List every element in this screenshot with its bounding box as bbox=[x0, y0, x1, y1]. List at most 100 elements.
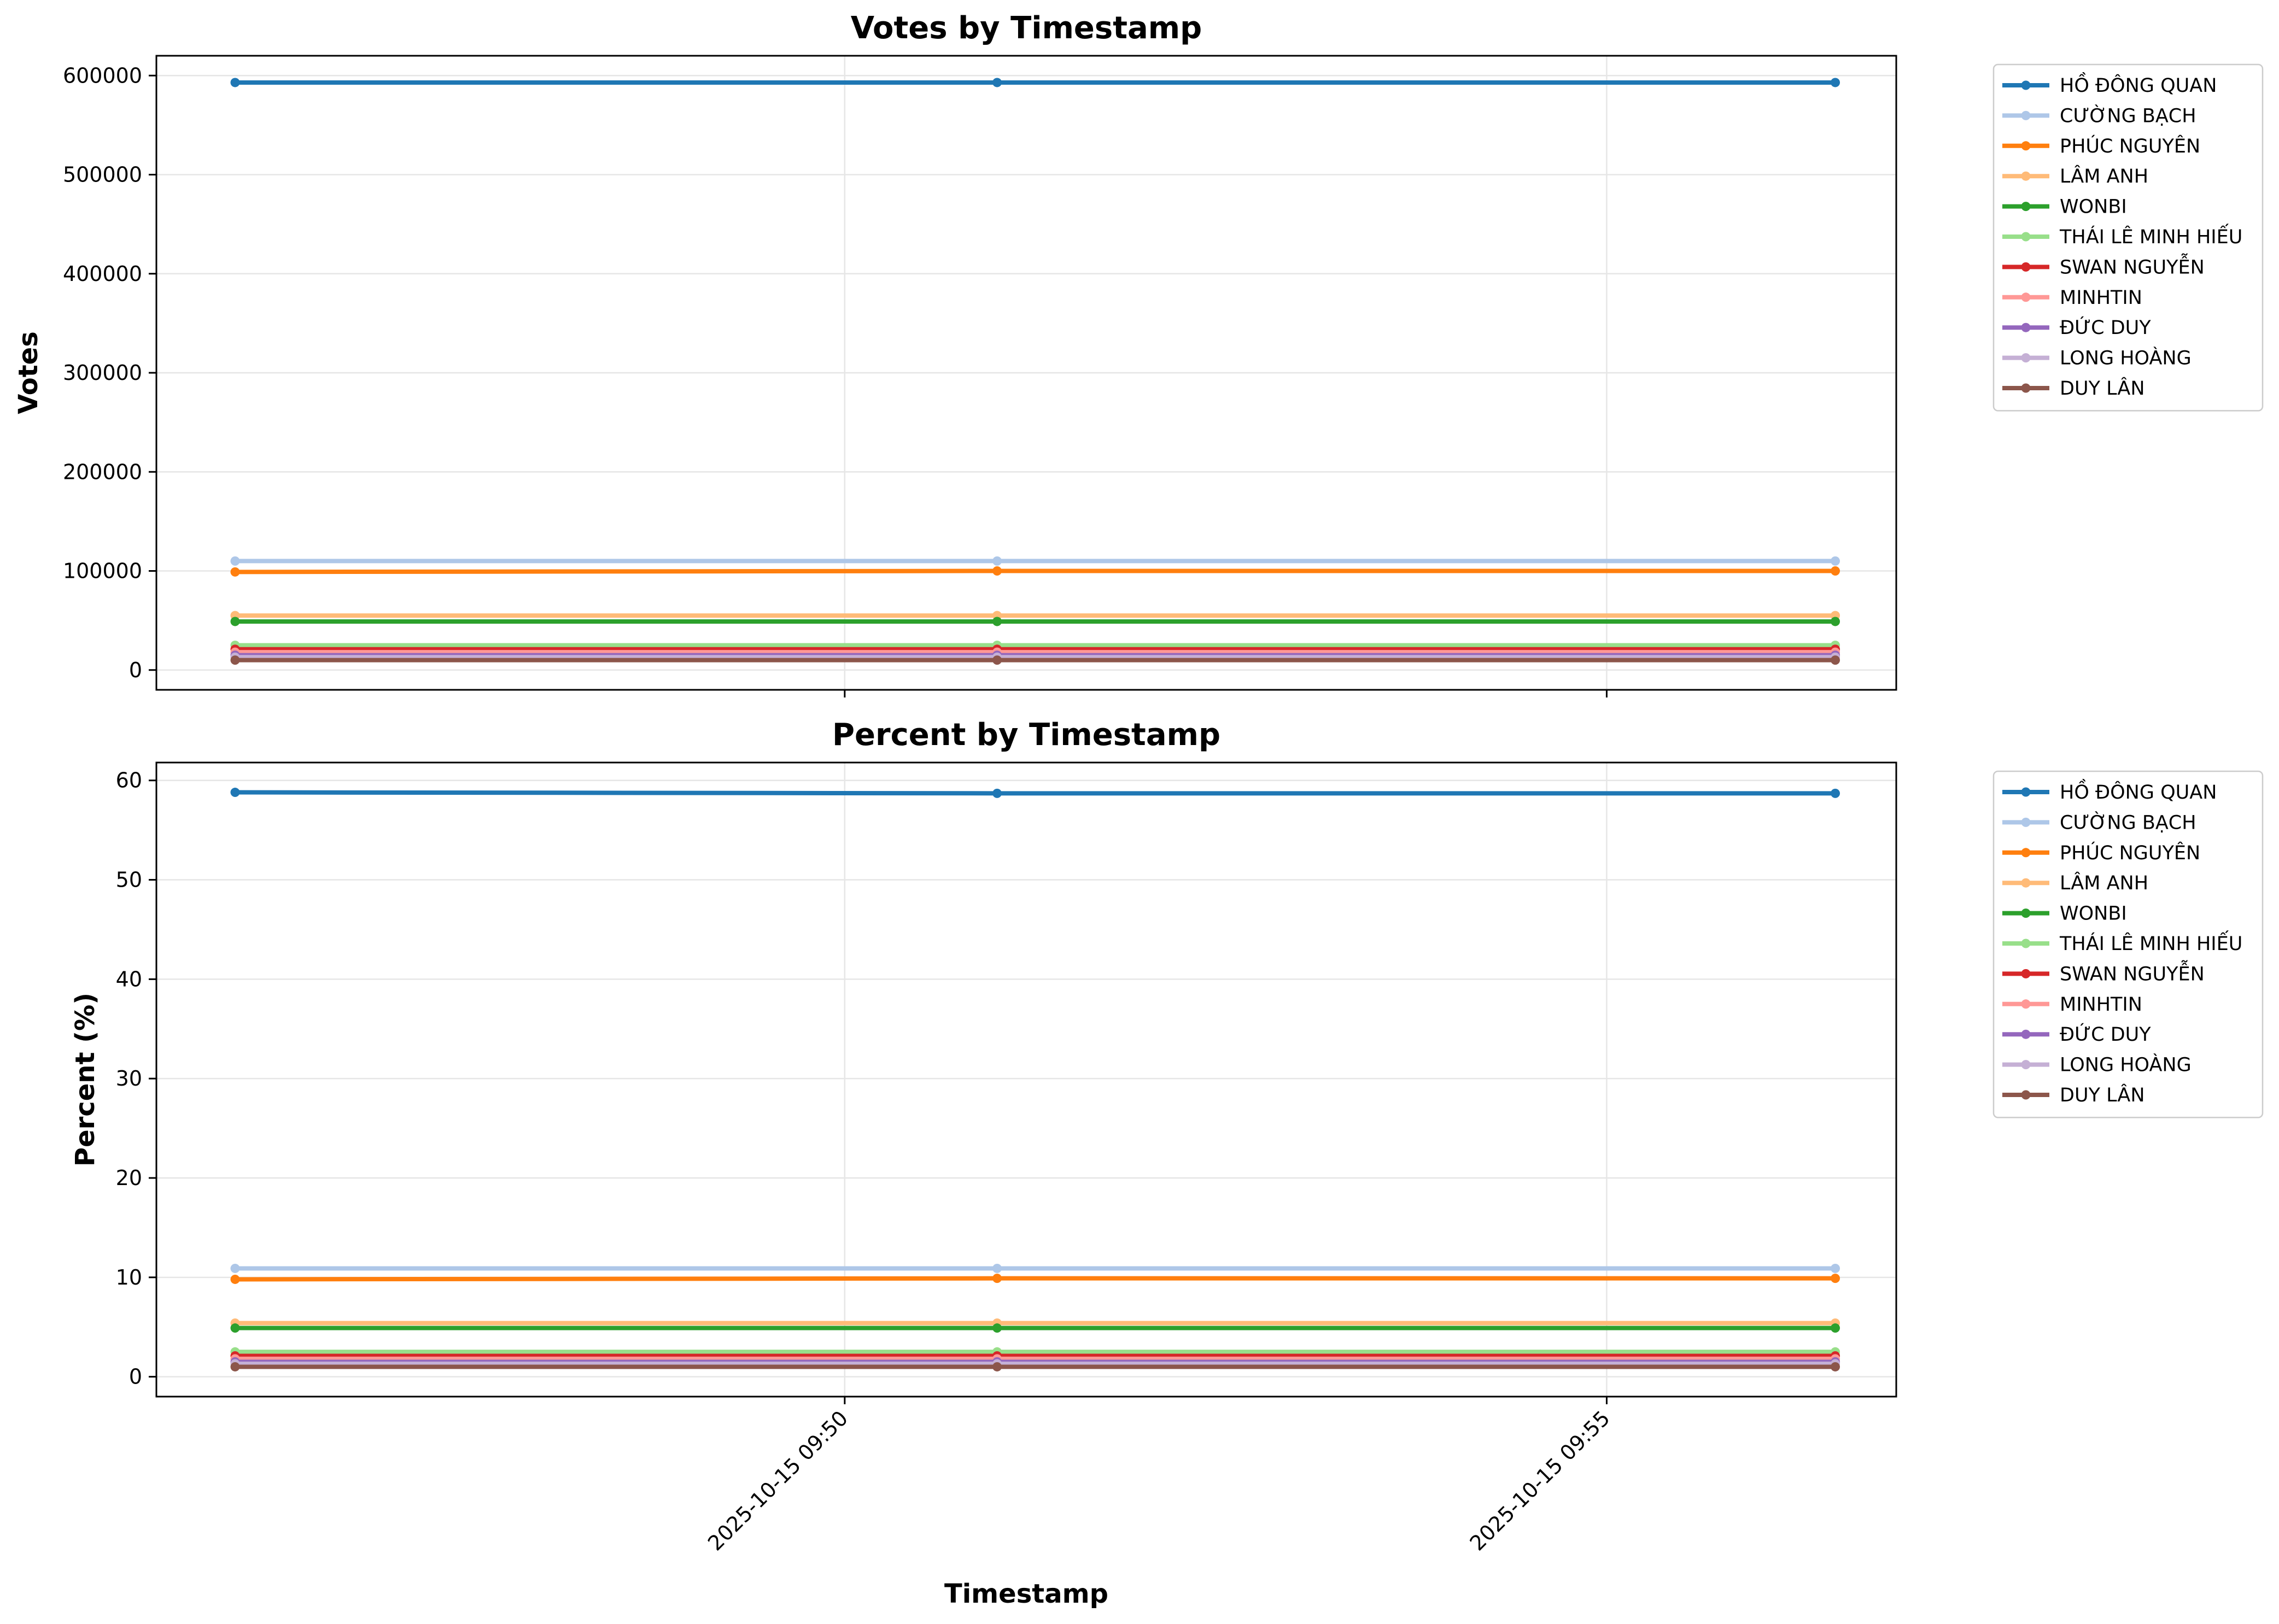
legend-entry: SWAN NGUYỄN bbox=[2060, 253, 2205, 278]
legend-marker bbox=[2021, 817, 2031, 827]
y-tick-label: 100000 bbox=[63, 559, 142, 583]
legend-marker bbox=[2021, 787, 2031, 797]
y-tick-label: 500000 bbox=[63, 163, 142, 187]
legend-entry: LONG HOÀNG bbox=[2060, 1053, 2192, 1076]
legend-marker bbox=[2021, 878, 2031, 888]
series-line-3 bbox=[235, 568, 1836, 574]
y-tick-label: 60 bbox=[116, 769, 142, 793]
legend-entry: WONBI bbox=[2060, 903, 2127, 925]
data-point bbox=[230, 78, 240, 87]
legend-marker bbox=[2021, 232, 2031, 242]
legend-entry: MINHTIN bbox=[2060, 994, 2142, 1016]
data-point bbox=[230, 617, 240, 626]
legend-marker bbox=[2021, 262, 2031, 272]
data-point bbox=[1831, 556, 1840, 566]
legend-marker bbox=[2021, 383, 2031, 393]
legend: HỒ ĐÔNG QUAN CƯỜNG BẠCH PHÚC NGUYÊN LÂM ANH… bbox=[1992, 770, 2264, 1118]
y-tick-label: 10 bbox=[116, 1265, 142, 1289]
x-axis-label: Timestamp bbox=[944, 1579, 1108, 1609]
data-point bbox=[230, 1274, 240, 1284]
legend-entry: THÁI LÊ MINH HIẾU bbox=[2059, 223, 2242, 248]
y-tick-label: 50 bbox=[116, 868, 142, 892]
data-point bbox=[230, 655, 240, 665]
x-tick-label: 2025-10-15 09:50 bbox=[703, 1406, 852, 1555]
legend-frame bbox=[1992, 63, 2264, 412]
plot-frame bbox=[155, 761, 1897, 1398]
data-point bbox=[1831, 1323, 1840, 1333]
legend-entry: SWAN NGUYỄN bbox=[2060, 959, 2205, 985]
series-line-1 bbox=[235, 790, 1836, 796]
data-point bbox=[1831, 78, 1840, 87]
y-tick-label: 0 bbox=[129, 658, 142, 682]
legend-entry: MINHTIN bbox=[2060, 287, 2142, 309]
legend-entry: ĐỨC DUY bbox=[2060, 315, 2151, 339]
legend-marker bbox=[2021, 292, 2031, 302]
y-tick-label: 200000 bbox=[63, 460, 142, 484]
legend-entry: DUY LÂN bbox=[2060, 1083, 2145, 1106]
data-point bbox=[992, 1362, 1002, 1371]
y-tick-label: 30 bbox=[116, 1066, 142, 1091]
legend-entry: LONG HOÀNG bbox=[2060, 347, 2192, 370]
data-point bbox=[1831, 1274, 1840, 1283]
data-point bbox=[230, 788, 240, 798]
data-point bbox=[992, 566, 1002, 576]
legend: HỒ ĐÔNG QUAN CƯỜNG BẠCH PHÚC NGUYÊN LÂM ANH… bbox=[1992, 63, 2264, 412]
data-point bbox=[1831, 1362, 1840, 1371]
legend-marker bbox=[2021, 353, 2031, 363]
data-point bbox=[992, 1274, 1002, 1283]
y-tick-label: 300000 bbox=[63, 361, 142, 385]
legend-entry: LÂM ANH bbox=[2060, 165, 2148, 187]
data-point bbox=[1831, 617, 1840, 626]
legend-entry: PHÚC NGUYÊN bbox=[2060, 841, 2200, 864]
legend-marker bbox=[2021, 323, 2031, 332]
legend-frame bbox=[1992, 770, 2264, 1118]
data-point bbox=[1831, 655, 1840, 665]
legend-entry: CƯỜNG BẠCH bbox=[2060, 104, 2196, 127]
legend-entry: THÁI LÊ MINH HIẾU bbox=[2059, 930, 2242, 955]
legend-marker bbox=[2021, 999, 2031, 1009]
legend-marker bbox=[2021, 848, 2031, 858]
data-point bbox=[992, 1323, 1002, 1333]
legend-marker bbox=[2021, 80, 2031, 90]
chart-title: Percent by Timestamp bbox=[832, 717, 1220, 753]
x-tick-label: 2025-10-15 09:55 bbox=[1465, 1406, 1615, 1555]
data-point bbox=[1831, 566, 1840, 576]
legend-entry: DUY LÂN bbox=[2060, 377, 2145, 400]
data-point bbox=[230, 556, 240, 566]
data-point bbox=[230, 1323, 240, 1333]
series-line-3 bbox=[235, 1276, 1836, 1282]
data-point bbox=[992, 78, 1002, 87]
y-tick-label: 400000 bbox=[63, 262, 142, 286]
chart-title: Votes by Timestamp bbox=[851, 10, 1202, 46]
y-tick-label: 0 bbox=[129, 1365, 142, 1389]
chart-panel-2: 0 10 20 30 40 50 60 2025-10-15 09:50 2025-10-15 … bbox=[70, 717, 2264, 1609]
legend-marker bbox=[2021, 1090, 2031, 1100]
data-point bbox=[992, 655, 1002, 665]
y-tick-label: 40 bbox=[116, 967, 142, 991]
data-point bbox=[992, 556, 1002, 566]
data-point bbox=[230, 567, 240, 577]
legend-marker bbox=[2021, 202, 2031, 212]
data-point bbox=[1831, 788, 1840, 798]
legend-marker bbox=[2021, 110, 2031, 120]
legend-marker bbox=[2021, 1029, 2031, 1039]
data-point bbox=[1831, 1263, 1840, 1273]
legend-entry: WONBI bbox=[2060, 196, 2127, 218]
legend-marker bbox=[2021, 908, 2031, 918]
legend-marker bbox=[2021, 141, 2031, 151]
data-point bbox=[992, 617, 1002, 626]
legend-entry: HỒ ĐÔNG QUAN bbox=[2060, 72, 2217, 97]
legend-entry: ĐỨC DUY bbox=[2060, 1022, 2151, 1046]
chart-panel-1: 0 100000 200000 300000 400000 500000 600000 Vot… bbox=[13, 10, 2264, 697]
data-point bbox=[230, 1362, 240, 1371]
legend-marker bbox=[2021, 171, 2031, 181]
y-axis-label: Votes bbox=[13, 331, 44, 414]
data-point bbox=[992, 1263, 1002, 1273]
legend-entry: PHÚC NGUYÊN bbox=[2060, 134, 2200, 157]
y-axis-label: Percent (%) bbox=[70, 993, 101, 1166]
legend-entry: HỒ ĐÔNG QUAN bbox=[2060, 778, 2217, 804]
legend-entry: LÂM ANH bbox=[2060, 871, 2148, 894]
y-tick-label: 20 bbox=[116, 1166, 142, 1190]
legend-marker bbox=[2021, 1060, 2031, 1070]
